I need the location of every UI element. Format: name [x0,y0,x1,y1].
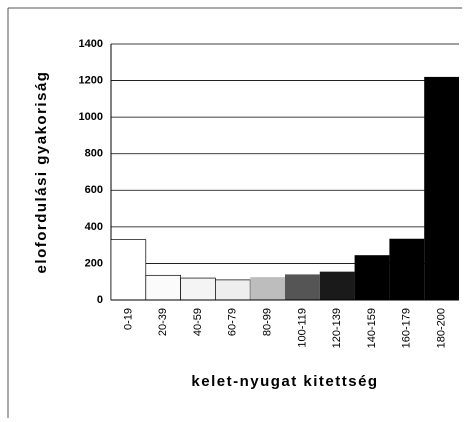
bar [354,255,390,300]
bar [285,274,320,300]
y-tick-label: 0 [97,294,103,306]
x-tick-label: 120-139 [331,308,343,348]
y-tick-label: 1400 [79,38,103,50]
x-tick-label: 0-19 [122,308,134,330]
y-tick-label: 1000 [79,111,103,123]
bar [319,271,355,300]
bar [424,76,459,301]
bar [215,279,251,301]
x-tick-label: 40-59 [192,308,204,336]
y-axis-title: elofordulási gyakoriság [33,71,50,274]
y-tick-label: 200 [85,257,103,269]
bar [389,238,425,300]
x-tick-label: 60-79 [227,308,239,336]
bar [180,277,216,301]
x-axis-title: kelet-nyugat kitettség [191,373,378,390]
x-tick-label: 20-39 [157,308,169,336]
x-tick-label: 100-119 [296,308,308,348]
bar [110,239,147,301]
x-tick-label: 80-99 [262,308,274,336]
y-tick-label: 1200 [79,74,103,86]
bar [250,277,285,300]
y-tick-label: 800 [85,148,103,160]
x-tick-label: 180-200 [436,308,448,348]
bar [145,274,181,301]
y-tick-label: 400 [85,221,103,233]
x-tick-label: 140-159 [366,308,378,348]
y-tick-label: 600 [85,184,103,196]
x-tick-label: 160-179 [401,308,413,348]
